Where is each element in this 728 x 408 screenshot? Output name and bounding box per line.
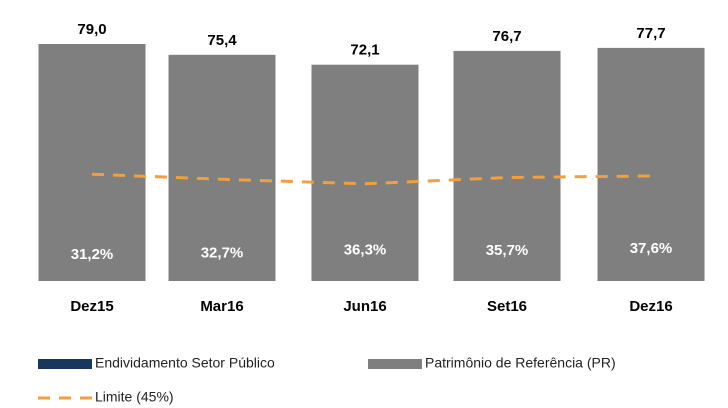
limit-line [91, 172, 652, 186]
bar [453, 50, 561, 282]
total-label: 77,7 [636, 25, 665, 42]
bar [597, 47, 705, 282]
bar [168, 54, 276, 281]
total-label: 79,0 [77, 21, 106, 38]
total-label: 72,1 [350, 42, 379, 59]
segment-label: 37,6% [630, 240, 673, 257]
legend-label: Endividamento Setor Público [95, 355, 275, 371]
bar [38, 44, 146, 281]
x-tick-label: Jun16 [343, 298, 386, 315]
legend-label: Limite (45%) [95, 389, 174, 405]
segment-label: 36,3% [344, 241, 387, 258]
legend-swatch [368, 359, 422, 369]
legend-swatch [38, 359, 92, 369]
legend-label: Patrimônio de Referência (PR) [425, 355, 616, 371]
total-label: 75,4 [207, 32, 237, 49]
total-label: 76,7 [492, 28, 521, 45]
bar [311, 64, 419, 281]
segment-label: 32,7% [201, 245, 244, 262]
segment-label: 31,2% [71, 246, 114, 263]
x-tick-label: Dez15 [70, 298, 113, 315]
x-tick-label: Dez16 [629, 298, 672, 315]
segment-label: 35,7% [486, 242, 529, 259]
x-tick-label: Mar16 [200, 298, 243, 315]
x-tick-label: Set16 [487, 298, 527, 315]
